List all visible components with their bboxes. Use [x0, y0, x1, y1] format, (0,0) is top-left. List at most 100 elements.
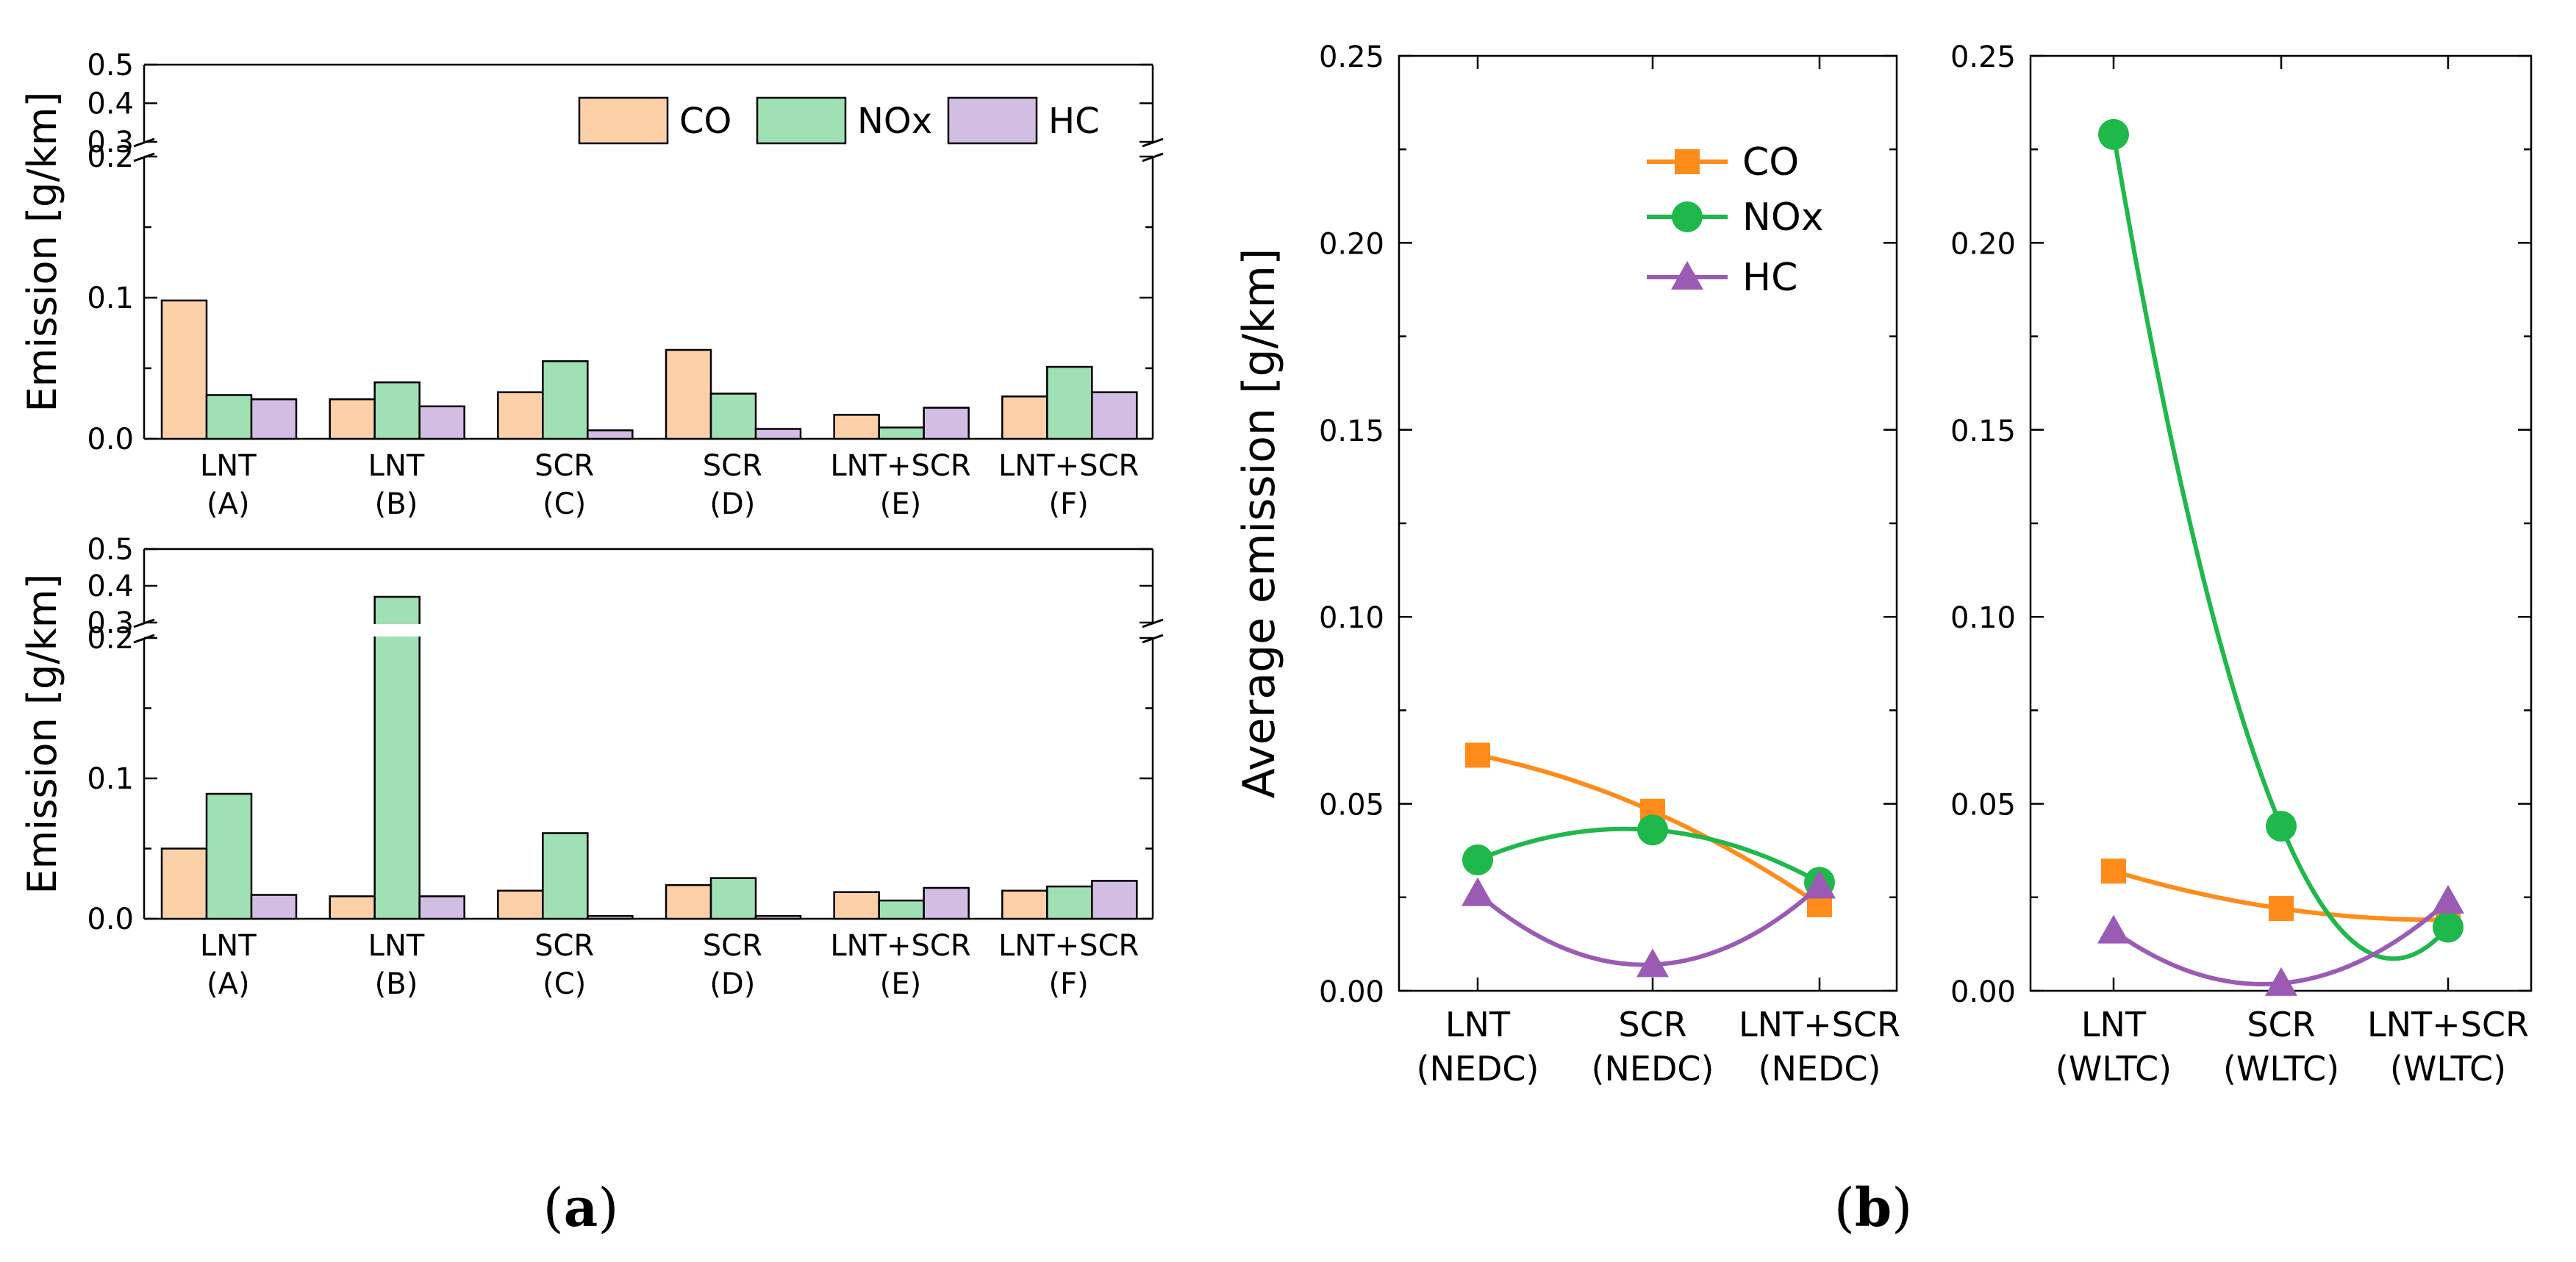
x-tick-label: LNT [200, 929, 257, 963]
y-axis-label: Emission [g/km] [19, 92, 65, 412]
bar-hc [923, 886, 970, 920]
x-tick-label: (D) [709, 487, 755, 521]
legend-label: HC [1048, 101, 1100, 142]
bar-nox [709, 877, 757, 920]
bar-co [329, 398, 376, 440]
x-tick-label: (WLTC) [2223, 1049, 2339, 1089]
x-tick-label: (E) [880, 487, 921, 521]
data-point-hc [2432, 884, 2464, 914]
x-tick-label: (F) [1049, 487, 1089, 521]
bar-co [833, 891, 880, 920]
x-tick-label: SCR [703, 449, 762, 483]
bar-hc [923, 406, 970, 440]
series-line-hc [1476, 884, 1822, 967]
x-tick-label: (B) [375, 967, 418, 1001]
bar-nox [878, 899, 925, 920]
x-tick-label: (C) [543, 487, 586, 521]
x-tick-label: (A) [207, 487, 250, 521]
bar-co [329, 895, 376, 920]
bar-hc [587, 914, 634, 920]
chart-a-bottom: 0.0 0.1 0.20.30.40.5 Emission [g/km] LNT (A) L… [19, 533, 1164, 1001]
bar-nox [373, 595, 421, 920]
data-point-nox [2266, 811, 2297, 842]
bar-co [160, 299, 208, 440]
legend-label: NOx [857, 101, 932, 142]
x-tick-label: (B) [375, 487, 418, 521]
bar-co [1001, 889, 1048, 920]
bar-hc [250, 398, 298, 440]
y-tick-label: 0.2 [87, 622, 134, 656]
y-tick-label: 0.0 [87, 423, 134, 456]
x-tick-label: (A) [207, 967, 250, 1001]
bar-nox [542, 360, 589, 440]
x-tick-label: LNT [1445, 1005, 1511, 1044]
y-tick-label: 0.1 [87, 762, 134, 796]
y-tick-label: 0.05 [1950, 789, 2016, 822]
bar-nox [205, 394, 253, 440]
y-tick-label: 0.15 [1319, 415, 1384, 448]
bar-hc [250, 894, 298, 920]
chart-b-nedc: 0.00 0.05 0.10 0.15 0.20 0.25 Average emission… [1234, 40, 1900, 1089]
y-tick-label: 0.4 [87, 87, 134, 121]
y-axis-label: Emission [g/km] [19, 574, 65, 894]
bar-co [665, 883, 712, 920]
data-point-co [2269, 896, 2294, 922]
bar-hc [587, 429, 634, 440]
data-point-nox [1462, 844, 1493, 875]
chart-a-top: 0.0 0.1 0.20.3 0.4 0.5 Emission [g/km] LNT (A) L… [19, 49, 1164, 521]
data-point-nox [2098, 118, 2129, 150]
legend-swatch-co [578, 96, 669, 145]
y-tick-label: 0.5 [87, 533, 134, 567]
bar-hc [418, 405, 465, 440]
bar-break-gap [373, 624, 421, 637]
legend-swatch-hc [947, 96, 1038, 145]
bar-hc [754, 914, 802, 920]
bar-hc [754, 428, 802, 440]
chart-b-wltc: 0.00 0.05 0.10 0.15 0.20 0.25 LNT (WLTC) SCR (WLT… [1950, 40, 2533, 1089]
x-tick-label: (NEDC) [1592, 1049, 1714, 1089]
x-tick-label: SCR [534, 929, 594, 963]
x-tick-label: LNT [368, 929, 425, 963]
y-tick-label: 0.5 [87, 49, 134, 82]
x-tick-label: (F) [1049, 967, 1089, 1001]
y-tick-label: 0.3 [87, 606, 134, 640]
bar-co [1001, 395, 1048, 440]
y-tick-label: 0.10 [1319, 601, 1384, 635]
x-tick-label: (D) [709, 967, 755, 1001]
x-tick-label: (WLTC) [2390, 1049, 2506, 1089]
y-axis-label: Average emission [g/km] [1234, 248, 1285, 799]
y-tick-label: 0.20 [1319, 227, 1384, 261]
legend-label: CO [679, 101, 731, 142]
data-point-hc [1803, 870, 1836, 899]
data-point-hc [1461, 877, 1494, 906]
x-tick-label: SCR [534, 449, 594, 483]
x-tick-label: (NEDC) [1417, 1049, 1539, 1089]
bar-co [665, 348, 712, 440]
data-point-hc [2097, 914, 2130, 944]
panel-label-a: (a) [543, 1176, 619, 1238]
bar-nox [878, 426, 925, 440]
legend-marker-nox [1672, 201, 1703, 232]
y-tick-label: 0.00 [1950, 975, 2016, 1009]
y-tick-label: 0.10 [1950, 601, 2016, 635]
panel-label-b: (b) [1834, 1176, 1913, 1238]
y-tick-label: 0.00 [1319, 975, 1384, 1009]
legend-label: NOx [1742, 196, 1824, 240]
bar-co [497, 391, 544, 440]
y-tick-label: 0.4 [87, 570, 134, 603]
y-tick-label: 0.25 [1319, 40, 1384, 74]
legend-marker-co [1675, 149, 1700, 174]
bar-nox [1046, 885, 1093, 920]
legend-swatch-nox [756, 96, 847, 145]
x-tick-label: SCR [703, 929, 762, 963]
bar-hc [1091, 880, 1138, 920]
x-tick-label: (WLTC) [2056, 1049, 2172, 1089]
data-point-co [2101, 858, 2126, 884]
x-tick-label: (E) [880, 967, 921, 1001]
y-tick-label: 0.1 [87, 282, 134, 315]
bar-nox [542, 832, 589, 920]
x-tick-label: LNT+SCR [1739, 1005, 1900, 1044]
x-tick-label: LNT+SCR [830, 929, 970, 963]
bar-hc [418, 895, 465, 920]
